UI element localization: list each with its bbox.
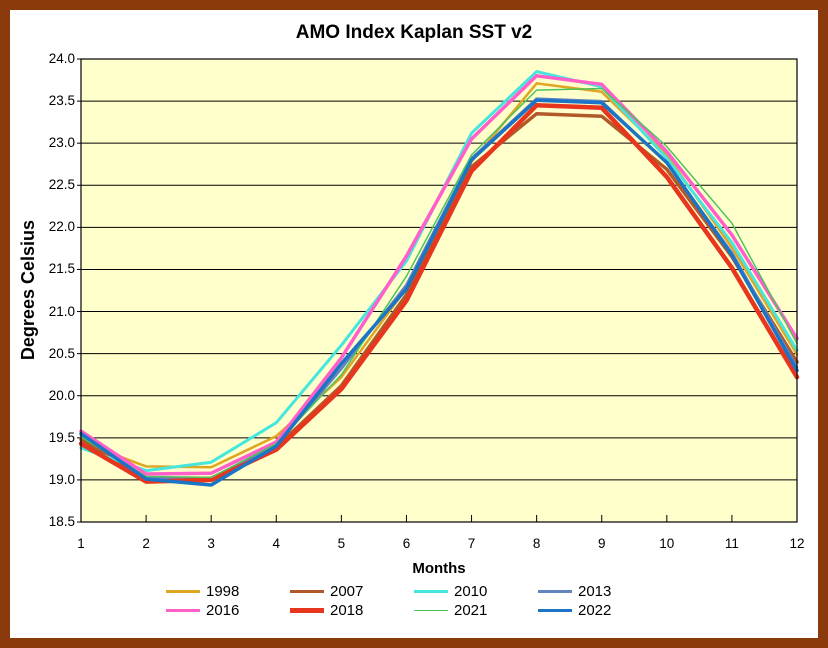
y-tick-label: 21.0 [48,303,75,319]
y-tick-label: 24.0 [48,51,75,66]
legend-item-2007: 2007 [290,582,414,601]
legend-swatch-2010 [414,590,448,593]
x-tick-label: 8 [532,536,541,551]
plot-border [80,58,798,523]
legend-swatch-1998 [166,590,200,593]
chart-title: AMO Index Kaplan SST v2 [295,22,533,43]
y-tick-label: 21.5 [48,261,75,277]
legend-label: 2021 [454,602,488,619]
y-tick-label: 20.5 [48,345,75,361]
legend-item-2021: 2021 [414,601,538,620]
x-tick-label: 5 [337,536,346,551]
legend-swatch-2013 [538,590,572,593]
legend-swatch-2022 [538,608,572,613]
legend-label: 2022 [578,602,612,619]
x-tick-label: 6 [402,536,411,551]
x-tick-label: 9 [597,536,606,551]
plot-area [77,58,800,523]
y-tick-label: 23.5 [48,93,75,109]
legend-item-2018: 2018 [290,601,414,620]
legend-swatch-2018 [290,608,324,613]
legend: 1998 2007 2010 2013 2016 2018 2021 2022 [166,582,662,620]
y-tick-label: 19.5 [48,429,75,445]
legend-label: 2007 [330,583,364,600]
x-tick-label: 2 [142,536,150,551]
y-tick-label: 19.0 [48,471,75,487]
x-tick-label: 11 [724,536,739,551]
y-tick-label: 23.0 [48,135,75,151]
x-tick-label: 12 [789,536,805,551]
x-axis-label: Months [412,560,466,577]
x-tick-label: 7 [467,536,476,551]
legend-item-2016: 2016 [166,601,290,620]
legend-swatch-2021 [414,609,448,612]
x-tick-label: 10 [659,536,675,551]
legend-label: 2010 [454,583,488,600]
y-tick-label: 22.5 [48,177,75,193]
series-line-2018 [78,103,800,484]
y-tick-label: 20.0 [48,387,75,403]
y-axis-label-wrap: Degrees Celsius [14,59,42,522]
legend-item-2022: 2022 [538,601,662,620]
x-tick-label: 3 [207,536,215,551]
x-tick-label: 1 [77,536,85,551]
legend-label: 2016 [206,602,240,619]
legend-item-2013: 2013 [538,582,662,601]
legend-label: 1998 [206,583,240,600]
y-tick-label: 22.0 [48,219,75,235]
x-tick-label: 4 [272,536,281,551]
y-axis-label: Degrees Celsius [17,220,38,361]
legend-swatch-2007 [290,589,324,594]
legend-swatch-2016 [166,608,200,613]
plot-background [81,59,797,522]
series-line-2022 [79,98,799,487]
y-tick-label: 18.5 [48,514,75,529]
legend-item-2010: 2010 [414,582,538,601]
series-line-2016 [79,74,799,476]
legend-label: 2018 [330,602,364,619]
series-line-2021 [80,87,798,479]
legend-label: 2013 [578,583,612,600]
legend-item-1998: 1998 [166,582,290,601]
